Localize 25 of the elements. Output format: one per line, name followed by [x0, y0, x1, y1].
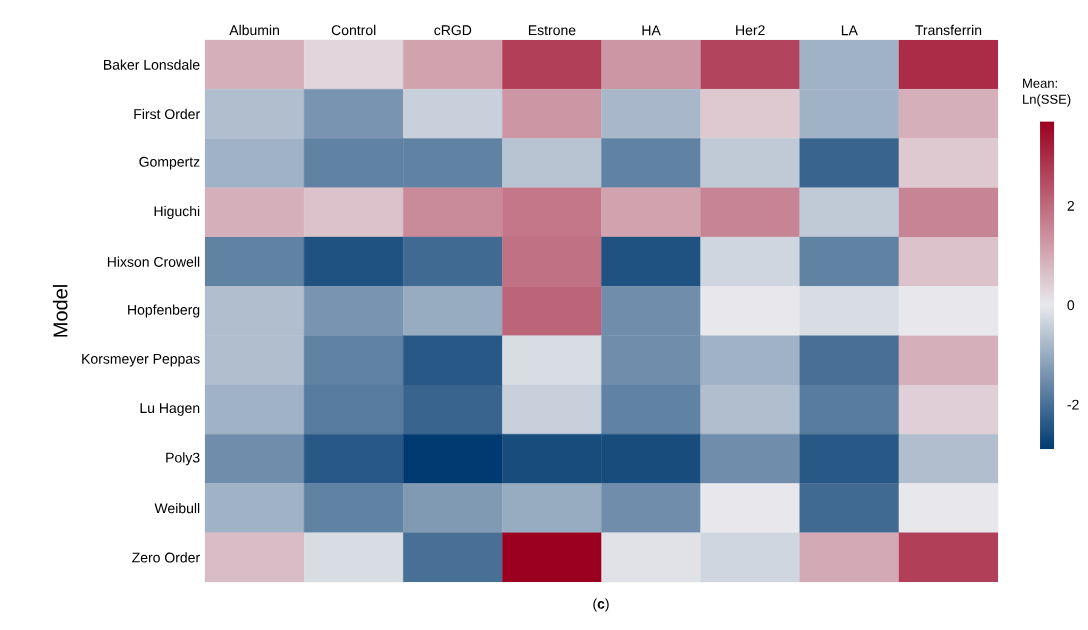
- y-tick-label: Poly3: [166, 452, 200, 466]
- x-tick-label: Control: [331, 24, 376, 36]
- text: (c): [593, 598, 609, 612]
- y-tick-label: Lu Hagen: [140, 403, 200, 416]
- x-tick-label: Transferrin: [915, 24, 982, 36]
- color-bar-label: -2: [1067, 399, 1079, 410]
- x-tick-label: Albumin: [229, 24, 279, 36]
- y-tick-label: Hopfenberg: [128, 304, 200, 318]
- y-axis-title: Model: [52, 285, 68, 337]
- x-tick-label: HA: [642, 25, 661, 36]
- x-tick-label: Her2: [736, 25, 765, 36]
- color-bar-label: 0: [1067, 300, 1075, 311]
- y-tick-label: Korsmeyer Peppas: [82, 354, 200, 367]
- x-tick-label: Estrone: [528, 25, 576, 36]
- y-tick-label: First Order: [134, 108, 200, 120]
- y-tick-label: Gompertz: [139, 156, 200, 170]
- y-tick-label: Zero Order: [132, 552, 200, 563]
- color-bar-title: Mean: Ln(SSE): [1023, 78, 1071, 107]
- x-tick-label: LA: [841, 25, 858, 36]
- y-tick-label: Higuchi: [154, 205, 200, 219]
- x-tick-label: cRGD: [434, 25, 472, 36]
- y-tick-label: Hixson Crowell: [107, 256, 200, 267]
- color-bar-label: 2: [1067, 200, 1074, 211]
- y-tick-label: Baker Lonsdale: [103, 59, 200, 70]
- y-tick-label: Weibull: [154, 502, 200, 514]
